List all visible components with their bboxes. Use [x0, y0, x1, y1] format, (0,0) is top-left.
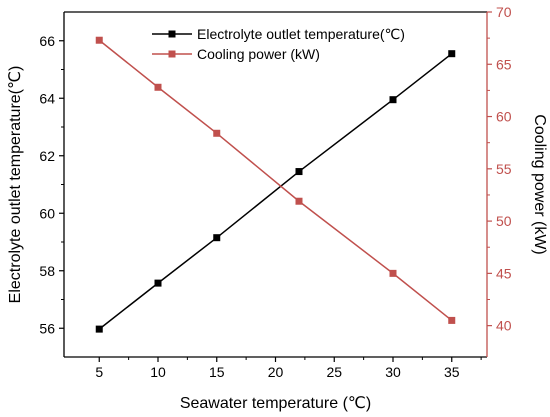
legend-marker-1: [168, 30, 176, 38]
x-tick-label: 30: [385, 364, 401, 380]
right-y-tick-label: 40: [496, 318, 512, 334]
right-y-tick-label: 50: [496, 213, 512, 229]
right-y-tick-label: 65: [496, 56, 512, 72]
x-tick-label: 10: [150, 364, 166, 380]
right-y-axis-label: Cooling power (kW): [531, 114, 548, 254]
left-y-tick-label: 60: [39, 205, 55, 221]
x-axis-label: Seawater temperature (℃): [180, 395, 371, 412]
right-y-tick-label: 45: [496, 265, 512, 281]
series-2-point: [295, 197, 303, 205]
x-tick-label: 20: [268, 364, 284, 380]
series-2-point: [95, 36, 103, 44]
x-tick-label: 25: [326, 364, 342, 380]
left-y-tick-label: 64: [39, 90, 55, 106]
chart-series: [95, 36, 456, 333]
series-1-point: [295, 168, 303, 176]
chart-legend: Electrolyte outlet temperature(℃) Cooling…: [152, 26, 405, 62]
series-2-point: [389, 269, 397, 277]
left-y-tick-label: 56: [39, 320, 55, 336]
left-y-tick-label: 66: [39, 33, 55, 49]
series-2-point: [154, 83, 162, 91]
legend-marker-2: [168, 50, 176, 58]
legend-label-1: Electrolyte outlet temperature(℃): [197, 26, 405, 42]
right-y-tick-label: 55: [496, 161, 512, 177]
series-2-point: [213, 129, 221, 137]
x-tick-label: 15: [209, 364, 225, 380]
right-y-tick-label: 60: [496, 109, 512, 125]
left-y-axis-label: Electrolyte outlet temperature(℃): [7, 66, 24, 304]
chart-axes: 5 10 15 20 25 30 35 56 58 60 62 64 66 40 45 50 55 60 65 70: [39, 4, 511, 380]
series-1-point: [389, 96, 397, 104]
series-1-point: [213, 234, 221, 242]
left-y-tick-label: 58: [39, 263, 55, 279]
series-line-1: [98, 53, 453, 330]
series-1-point: [448, 50, 456, 58]
right-y-tick-label: 70: [496, 4, 512, 20]
series-1-point: [95, 325, 103, 333]
series-1-point: [154, 279, 162, 287]
series-line-2: [98, 39, 453, 321]
left-y-tick-label: 62: [39, 148, 55, 164]
x-tick-label: 5: [95, 364, 103, 380]
legend-label-2: Cooling power (kW): [197, 46, 320, 62]
series-2-point: [448, 316, 456, 324]
x-tick-label: 35: [444, 364, 460, 380]
